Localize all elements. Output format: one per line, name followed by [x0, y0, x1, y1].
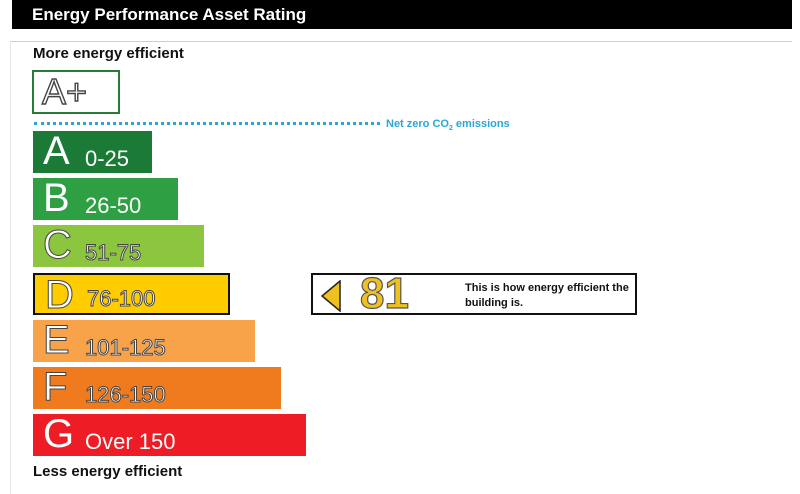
band-letter: D: [45, 273, 75, 318]
band-b: B 26-50: [33, 176, 178, 220]
band-range: 0-25: [85, 146, 130, 171]
band-letter: E: [43, 318, 71, 363]
chart-panel: [10, 41, 792, 494]
band-d: D 76-100: [33, 273, 230, 318]
band-range: Over 150: [85, 429, 176, 454]
less-efficient-caption: Less energy efficient: [33, 463, 183, 480]
header-bar: Energy Performance Asset Rating: [12, 0, 792, 29]
current-rating-indicator: 81 This is how energy efficient the buil…: [311, 269, 637, 318]
band-letter: B: [43, 176, 70, 220]
band-range: 51-75: [84, 240, 142, 265]
band-g: G Over 150: [33, 412, 306, 456]
band-range: 26-50: [85, 193, 142, 218]
band-letter: C: [43, 223, 73, 268]
net-zero-divider: [34, 122, 380, 125]
net-zero-text: Net zero CO: [386, 118, 449, 130]
band-range: 126-150: [85, 382, 167, 407]
current-rating-text: This is how energy efficient the buildin…: [465, 282, 629, 309]
band-range: 76-100: [87, 286, 157, 311]
band-f: F 126-150: [33, 365, 281, 410]
band-a: A 0-25: [33, 129, 152, 173]
band-e: E 101-125: [33, 318, 255, 363]
net-zero-subscript: 2: [448, 125, 453, 133]
band-letter: G: [43, 412, 75, 456]
page-title: Energy Performance Asset Rating: [32, 5, 307, 24]
aplus-rating-box: A+: [32, 70, 120, 114]
band-range: 101-125: [85, 335, 167, 360]
net-zero-label: Net zero CO2 emissions: [386, 118, 510, 132]
net-zero-suffix: emissions: [452, 118, 510, 130]
pointer-arrow-icon: [320, 280, 341, 312]
band-c: C 51-75: [33, 223, 204, 268]
band-letter: F: [42, 365, 68, 410]
current-score: 81: [359, 269, 409, 318]
band-letter: A: [43, 129, 70, 173]
aplus-letter: A+: [41, 70, 88, 112]
more-efficient-caption: More energy efficient: [33, 45, 184, 62]
